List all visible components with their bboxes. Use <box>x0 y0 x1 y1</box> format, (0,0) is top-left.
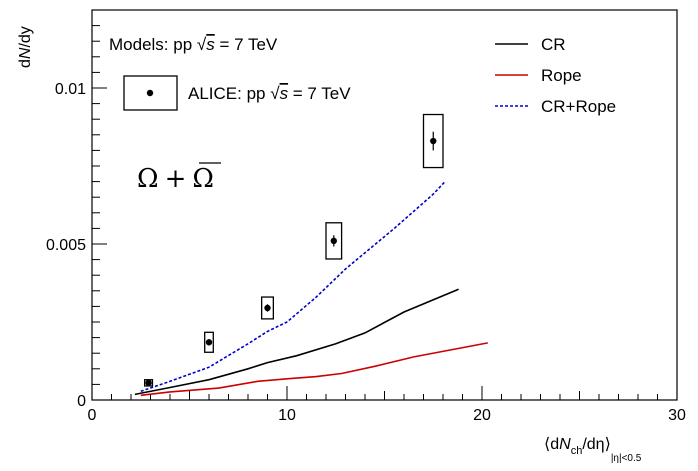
alice-legend-box <box>123 75 178 111</box>
series-line-rope <box>140 342 488 397</box>
y-axis-title-n: N <box>17 47 34 59</box>
alice-legend-marker <box>146 89 154 97</box>
y-tick-label: 0 <box>77 393 86 410</box>
particle-label-plus: + <box>165 164 187 194</box>
x-axis-title-ch: ch <box>571 445 583 457</box>
sqrt-symbol-models: √ <box>197 35 207 54</box>
sqrt-symbol-alice: √ <box>270 84 280 103</box>
x-tick-label: 0 <box>88 407 97 424</box>
data-point <box>430 137 437 145</box>
plot-frame <box>91 9 678 401</box>
y-axis-title-post: /dy <box>17 26 34 47</box>
data-point-sys-box <box>204 331 214 353</box>
particle-label-omega: Ω <box>137 164 159 194</box>
data-point-sys-box <box>325 222 343 260</box>
legend-label: Rope <box>541 66 582 85</box>
y-axis-title: dN/dy <box>17 26 34 68</box>
x-axis-title-pre: ⟨d <box>544 436 559 453</box>
alice-annotation-s: s <box>280 84 289 103</box>
alice-annotation: ALICE: pp √s = 7 TeV <box>188 84 351 103</box>
y-axis-title-d: d <box>17 59 34 68</box>
legend-label: CR <box>541 35 566 54</box>
plot-area: 0 10 20 30 0 0.005 0.01 <box>46 9 686 424</box>
data-point <box>330 237 337 245</box>
y-tick-label: 0.005 <box>46 237 86 254</box>
x-axis-title-sub: |η|<0.5 <box>611 453 642 464</box>
x-axis-title-mid: /dη⟩ <box>582 436 610 453</box>
alice-annotation-pre: ALICE: pp <box>188 84 270 103</box>
models-annotation: Models: pp √s = 7 TeV <box>109 35 278 54</box>
series-line-cr-rope <box>140 181 446 393</box>
particle-label-omega-bar: Ω <box>192 164 214 194</box>
data-point-sys-box <box>260 296 274 320</box>
data-point-sys-box <box>422 113 444 169</box>
x-tick-label: 10 <box>278 407 296 424</box>
models-annotation-post: = 7 TeV <box>215 35 278 54</box>
legend-label: CR+Rope <box>541 97 616 116</box>
legend: CR Rope CR+Rope <box>495 35 616 116</box>
x-tick-label: 20 <box>473 407 491 424</box>
alice-annotation-post: = 7 TeV <box>288 84 351 103</box>
y-tick-label: 0.01 <box>55 81 86 98</box>
models-annotation-s: s <box>206 35 215 54</box>
particle-label: Ω + Ω <box>137 164 214 194</box>
models-annotation-pre: Models: pp <box>109 35 197 54</box>
data-point <box>264 304 271 312</box>
data-point <box>145 379 152 387</box>
x-axis-title: ⟨dNch/dη⟩|η|<0.5 <box>544 436 642 464</box>
x-axis-title-n: N <box>559 436 571 453</box>
data-point <box>205 339 213 346</box>
series-line-cr <box>134 288 459 396</box>
x-tick-label: 30 <box>668 407 686 424</box>
